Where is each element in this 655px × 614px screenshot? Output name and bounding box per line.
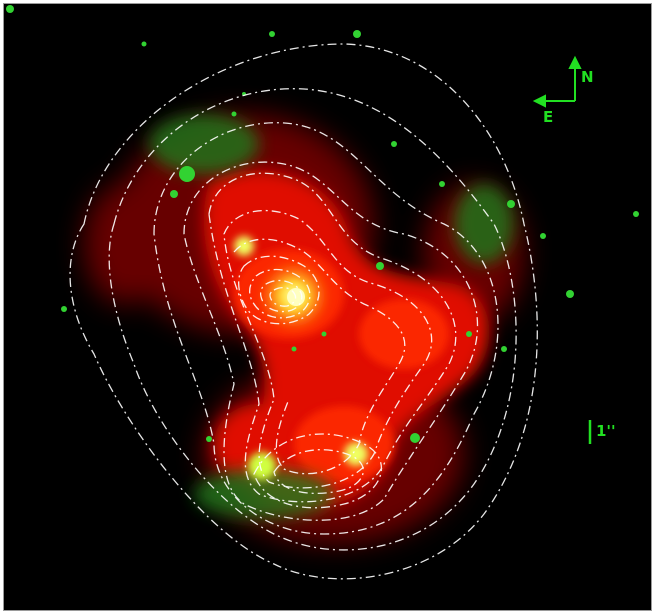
contour-lines [69, 43, 538, 580]
east-label: E [543, 108, 554, 126]
astronomical-composite [6, 5, 639, 580]
bright-core [256, 258, 332, 334]
scale-bar-label: 1'' [596, 422, 616, 440]
composite-image-frame: N E 1'' [3, 3, 652, 611]
north-label: N [581, 68, 594, 86]
